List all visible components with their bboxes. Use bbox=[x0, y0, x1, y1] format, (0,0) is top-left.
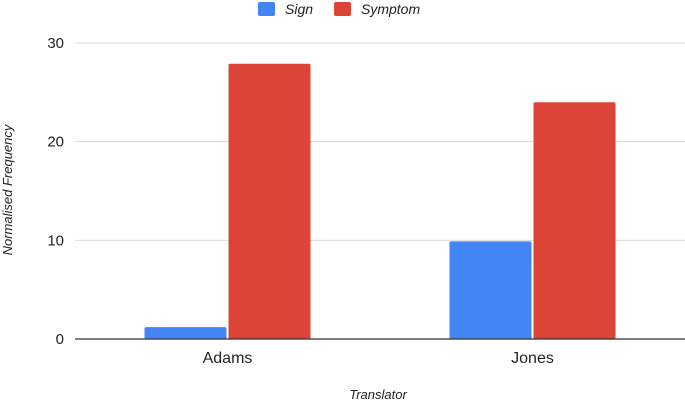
legend-swatch-sign bbox=[258, 2, 275, 16]
bar-symptom-adams bbox=[228, 63, 311, 339]
y-tick-label: 20 bbox=[47, 134, 64, 151]
x-axis-category-labels: Adams Jones bbox=[203, 350, 554, 367]
y-tick-label: 30 bbox=[47, 35, 64, 52]
legend-label-symptom: Symptom bbox=[361, 1, 420, 17]
legend-swatch-symptom bbox=[334, 2, 351, 16]
bars bbox=[144, 63, 616, 339]
y-tick-label: 10 bbox=[47, 232, 64, 249]
y-axis-title: Normalised Frequency bbox=[0, 123, 15, 255]
legend-label-sign: Sign bbox=[285, 1, 313, 17]
bar-symptom-jones bbox=[533, 102, 616, 339]
x-category-label: Jones bbox=[511, 350, 554, 367]
x-axis-title: Translator bbox=[349, 387, 407, 402]
y-axis-tick-labels: 0 10 20 30 bbox=[47, 35, 64, 348]
legend: Sign Symptom bbox=[258, 1, 420, 17]
bar-sign-jones bbox=[449, 241, 532, 339]
x-category-label: Adams bbox=[203, 350, 253, 367]
y-tick-label: 0 bbox=[56, 331, 64, 348]
bar-sign-adams bbox=[144, 327, 227, 339]
